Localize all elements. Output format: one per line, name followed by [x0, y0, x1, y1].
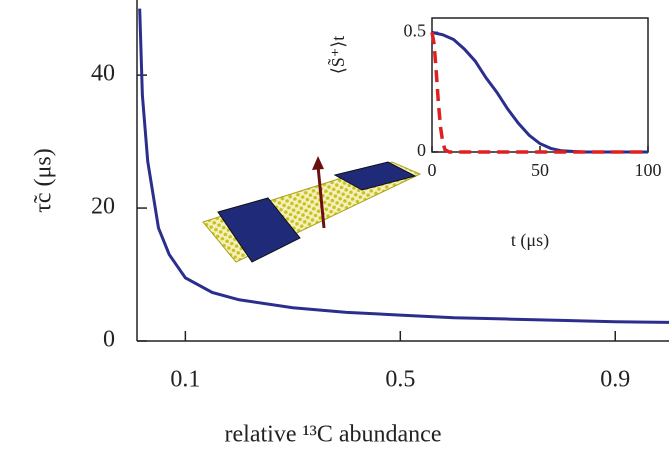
- x-tick-label: 0.5: [385, 367, 415, 393]
- x-tick-label: 0.1: [170, 367, 200, 393]
- y-axis-label: τ̃c (μs): [31, 148, 57, 213]
- x-tick-label: 0.9: [600, 367, 630, 393]
- data-line: [431, 30, 648, 154]
- y-tick-label: 0: [103, 327, 115, 353]
- y-tick-label: 0: [417, 140, 426, 160]
- x-tick-label: 50: [531, 160, 549, 180]
- y-tick-label: 20: [91, 194, 115, 220]
- data-line: [430, 32, 648, 154]
- x-axis-label: t (μs): [511, 230, 549, 251]
- x-tick-label: 100: [635, 160, 662, 180]
- y-tick-label: 40: [91, 61, 115, 87]
- x-axis-label: relative ¹³C abundance: [225, 422, 442, 448]
- graphene-illustration: [202, 156, 422, 263]
- y-axis-label: ⟨S̃⁺⟩t: [326, 36, 348, 75]
- x-tick-label: 0: [428, 160, 437, 180]
- data-line: [138, 8, 669, 324]
- y-tick-label: 0.5: [404, 20, 427, 40]
- inset-frame: [431, 17, 649, 153]
